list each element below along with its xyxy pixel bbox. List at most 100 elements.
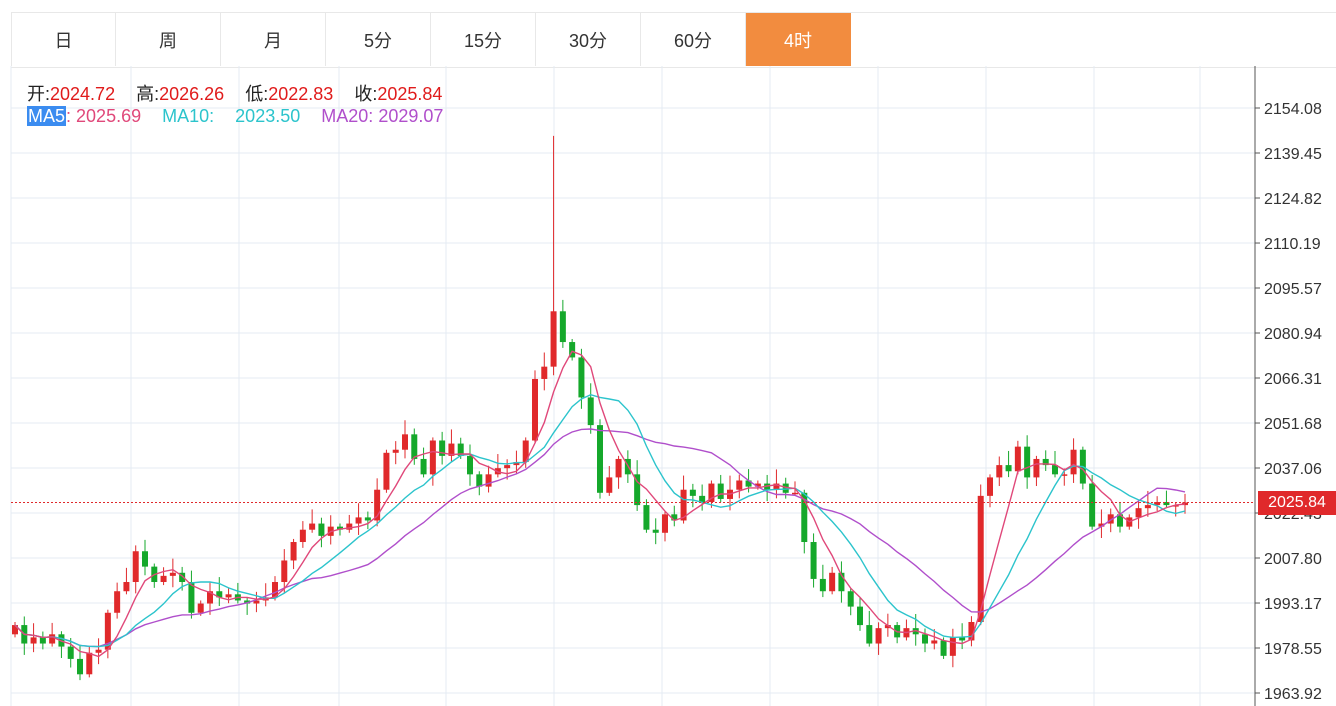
- candle-body: [940, 640, 947, 656]
- candle-body: [49, 634, 56, 644]
- tab-month[interactable]: 月: [221, 13, 326, 66]
- close-value: 2025.84: [377, 84, 443, 104]
- ma10-label: MA10:: [162, 106, 215, 126]
- candle-body: [1182, 502, 1188, 506]
- candle-body: [364, 517, 371, 521]
- candle-body: [504, 465, 511, 469]
- tab-4hour[interactable]: 4时: [746, 13, 851, 66]
- candle-body: [160, 575, 167, 583]
- ma5-label: MA5: [27, 106, 67, 126]
- candle-body: [1135, 508, 1142, 518]
- candle-body: [104, 612, 111, 650]
- ma10-line: [14, 393, 1186, 648]
- ma20-label: MA20:: [321, 106, 374, 126]
- candle-body: [188, 582, 195, 613]
- candle-body: [792, 492, 798, 495]
- tab-15min[interactable]: 15分: [431, 13, 536, 66]
- candle-body: [457, 443, 464, 456]
- candle-body: [132, 551, 139, 583]
- candle-body: [773, 483, 780, 490]
- candle-body: [67, 646, 74, 659]
- candle-body: [689, 489, 696, 496]
- candle-body: [569, 342, 576, 358]
- y-tick-label: 2095.57: [1264, 281, 1322, 298]
- tab-week[interactable]: 周: [116, 13, 221, 66]
- candle-body: [819, 578, 826, 592]
- high-label: 高:: [136, 84, 160, 104]
- candle-body: [597, 425, 603, 493]
- candle-body: [587, 397, 594, 426]
- candle-body: [272, 582, 278, 598]
- candle-body: [1042, 458, 1049, 466]
- candle-body: [736, 480, 743, 490]
- y-tick-label: 1993.17: [1264, 596, 1322, 613]
- candle-body: [169, 572, 176, 576]
- candle-body: [1172, 505, 1179, 507]
- candle-body: [1098, 523, 1105, 527]
- open-label: 开:: [27, 84, 51, 104]
- tab-60min[interactable]: 60分: [641, 13, 746, 66]
- tab-day[interactable]: 日: [11, 13, 116, 66]
- candle-body: [522, 440, 529, 463]
- y-tick-label: 2066.31: [1264, 371, 1322, 388]
- candle-body: [717, 483, 724, 499]
- candle-body: [207, 591, 213, 604]
- candle-body: [476, 474, 483, 487]
- candle-body: [1024, 446, 1031, 478]
- y-tick-label: 1963.92: [1264, 686, 1322, 703]
- candle-body: [615, 458, 622, 478]
- candle-body: [1144, 505, 1151, 509]
- candle-body: [1089, 483, 1096, 527]
- candle-body: [439, 440, 446, 456]
- candle-body: [662, 514, 668, 533]
- candle-body: [392, 449, 399, 453]
- candle-body: [1052, 465, 1058, 475]
- candle-body: [95, 649, 102, 653]
- candle-body: [225, 594, 232, 598]
- candle-body: [318, 523, 325, 536]
- y-tick-label: 2110.19: [1264, 236, 1321, 253]
- candle-body: [671, 514, 678, 521]
- candle-body: [290, 542, 297, 561]
- candle-body: [884, 625, 891, 629]
- candle-body: [866, 625, 873, 644]
- candle-body: [337, 526, 343, 530]
- candle-body: [1117, 514, 1123, 527]
- tab-30min[interactable]: 30分: [536, 13, 641, 66]
- candle-body: [114, 591, 121, 613]
- ohlc-legend: 开:2024.72 高:2026.26 低:2022.83 收:2025.84: [27, 80, 458, 106]
- candle-body: [857, 606, 863, 626]
- candle-body: [810, 542, 817, 579]
- candle-body: [801, 492, 808, 543]
- candle-body: [355, 517, 362, 524]
- candle-body: [429, 440, 436, 475]
- candle-body: [652, 529, 659, 533]
- candle-body: [680, 489, 687, 521]
- candle-body: [448, 443, 455, 456]
- candle-body: [1107, 514, 1114, 524]
- candle-body: [949, 637, 956, 656]
- y-tick-label: 2037.06: [1264, 461, 1322, 478]
- y-tick-label: 2154.08: [1264, 101, 1322, 118]
- candle-body: [142, 551, 148, 567]
- candle-body: [550, 311, 557, 367]
- candle-body: [977, 495, 984, 622]
- candle-body: [1033, 458, 1040, 478]
- ma5-value-group: : 2025.69: [66, 106, 142, 126]
- candle-body: [253, 600, 260, 604]
- ma-legend: MA5: 2025.69 MA10: 2023.50 MA20: 2029.07: [27, 106, 443, 127]
- candle-body: [1005, 465, 1012, 472]
- candle-body: [411, 434, 418, 459]
- y-tick-label: 2080.94: [1264, 326, 1322, 343]
- open-value: 2024.72: [50, 84, 116, 104]
- candle-body: [1070, 449, 1077, 475]
- high-value: 2026.26: [159, 84, 225, 104]
- candle-body: [197, 603, 204, 613]
- last-price-tag: 2025.84: [1258, 491, 1336, 515]
- candle-body: [541, 366, 548, 379]
- ma10-value: 2023.50: [235, 106, 301, 126]
- tab-5min[interactable]: 5分: [326, 13, 431, 66]
- period-tab-bar: 日 周 月 5分 15分 30分 60分 4时: [11, 12, 1336, 68]
- candle-body: [123, 582, 130, 592]
